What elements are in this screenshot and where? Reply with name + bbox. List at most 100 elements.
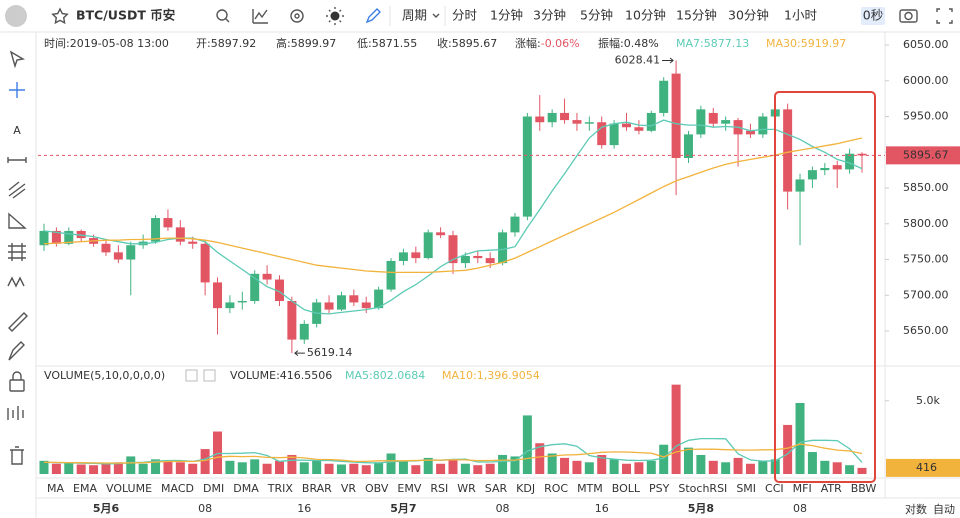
indicator-tab[interactable]: TRIX (267, 482, 294, 495)
indicator-tab[interactable]: PSY (649, 482, 670, 495)
period-option[interactable]: 15分钟 (676, 8, 717, 23)
candle-body (708, 112, 718, 124)
text-tool[interactable]: A (13, 124, 21, 137)
volume-bar (535, 443, 545, 474)
candle-body (522, 116, 532, 217)
indicator-tab[interactable]: OBV (365, 482, 389, 495)
indicator-tab[interactable]: SAR (485, 482, 508, 495)
volume-bar (560, 457, 570, 474)
draw-icon[interactable] (365, 8, 381, 24)
symbol[interactable]: BTC/USDT 币安 (76, 8, 175, 23)
fib-tool[interactable] (8, 243, 26, 261)
volume-bar (498, 454, 508, 474)
candle-body (250, 273, 260, 302)
period-option[interactable]: 5分钟 (580, 8, 613, 23)
magnet-tool[interactable] (7, 406, 24, 420)
indicator-tab[interactable]: KDJ (516, 482, 535, 495)
info-open: 开:5897.92 (196, 37, 256, 50)
settings-icon[interactable] (290, 9, 304, 23)
x-tick-label: 08 (496, 502, 510, 515)
volume-bar (696, 454, 706, 474)
ma-line (43, 443, 863, 464)
indicator-tab[interactable]: MACD (161, 482, 194, 495)
indicator-tab[interactable]: BOLL (612, 482, 641, 495)
indicator-icon[interactable] (252, 9, 268, 24)
fullscreen-icon[interactable] (936, 8, 953, 24)
crosshair-tool[interactable] (9, 82, 25, 98)
volume-bar (423, 457, 433, 474)
theme-icon[interactable] (330, 11, 340, 21)
period-label[interactable]: 周期 (402, 8, 427, 23)
close-box[interactable] (203, 369, 216, 382)
indicator-tab[interactable]: SMI (736, 482, 756, 495)
candle-body (213, 282, 223, 309)
period-option[interactable]: 1小时 (784, 8, 817, 23)
logo[interactable] (5, 5, 27, 27)
indicator-tab[interactable]: MA (47, 482, 64, 495)
indicator-tab[interactable]: EMV (397, 482, 421, 495)
candle-body (126, 245, 136, 260)
settings-box[interactable] (185, 369, 198, 382)
volume-bar (361, 465, 371, 474)
candle-body (374, 289, 384, 309)
indicator-tab[interactable]: DMI (203, 482, 224, 495)
volume-bar (386, 453, 396, 474)
candle-body (498, 232, 508, 264)
camera-icon[interactable] (899, 9, 918, 23)
search-icon[interactable] (216, 9, 228, 21)
volume-bar (101, 463, 111, 474)
period-option[interactable]: 分时 (452, 8, 478, 23)
last-price-label: 5895.67 (903, 148, 949, 161)
volume-header: VOLUME(5,10,0,0,0,0) VOLUME:416.5506 MA5… (44, 369, 540, 382)
candle-body (423, 232, 433, 259)
dropdown-icon[interactable] (432, 13, 440, 18)
candle-body (460, 255, 470, 264)
volume-bar (436, 463, 446, 474)
channel-tool[interactable] (8, 181, 26, 199)
indicator-tab[interactable]: ROC (544, 482, 568, 495)
indicator-tab[interactable]: MFI (793, 482, 812, 495)
volume-bar (39, 460, 49, 474)
delete-tool[interactable] (10, 446, 24, 465)
indicator-tab[interactable]: DMA (233, 482, 259, 495)
period-option[interactable]: 10分钟 (625, 8, 666, 23)
volume-tag-label: 416 (916, 461, 937, 474)
indicator-tab[interactable]: WR (457, 482, 476, 495)
ruler-tool[interactable] (8, 312, 28, 332)
indicator-tab[interactable]: BRAR (302, 482, 332, 495)
volume-bar (522, 415, 532, 474)
scale-log[interactable]: 对数 (905, 502, 927, 516)
indicator-tab[interactable]: ATR (821, 482, 842, 495)
indicator-tab[interactable]: RSI (430, 482, 448, 495)
candle-body (547, 112, 557, 123)
line-tool[interactable] (7, 157, 27, 163)
candle-body (299, 323, 309, 340)
brush-tool[interactable] (8, 341, 25, 361)
indicator-tab[interactable]: MTM (577, 482, 603, 495)
indicator-tab[interactable]: EMA (73, 482, 97, 495)
volume-bar (51, 463, 61, 474)
volume-bar (287, 454, 297, 474)
volume-bar (175, 462, 185, 474)
indicator-tab[interactable]: StochRSI (678, 482, 727, 495)
y-tick-label: 5950.00 (903, 110, 949, 123)
cursor-tool[interactable] (9, 50, 26, 69)
period-option[interactable]: 1分钟 (490, 8, 523, 23)
indicator-tab[interactable]: BBW (851, 482, 877, 495)
indicator-tab[interactable]: VOLUME (106, 482, 152, 495)
volume-bar (336, 464, 346, 474)
indicator-tab[interactable]: CCI (765, 482, 784, 495)
period-option[interactable]: 3分钟 (533, 8, 566, 23)
shape-tool[interactable] (8, 212, 27, 229)
wave-tool[interactable] (7, 276, 25, 288)
period-option[interactable]: 30分钟 (728, 8, 769, 23)
indicator-tab[interactable]: VR (341, 482, 357, 495)
candle-body (584, 122, 594, 124)
scale-auto[interactable]: 自动 (933, 503, 955, 516)
candle-body (857, 153, 867, 156)
lock-tool[interactable] (9, 379, 25, 392)
candle-body (113, 252, 123, 260)
favorite-icon[interactable] (51, 7, 69, 25)
volume-bar (151, 459, 161, 474)
volume-bar (659, 444, 669, 474)
